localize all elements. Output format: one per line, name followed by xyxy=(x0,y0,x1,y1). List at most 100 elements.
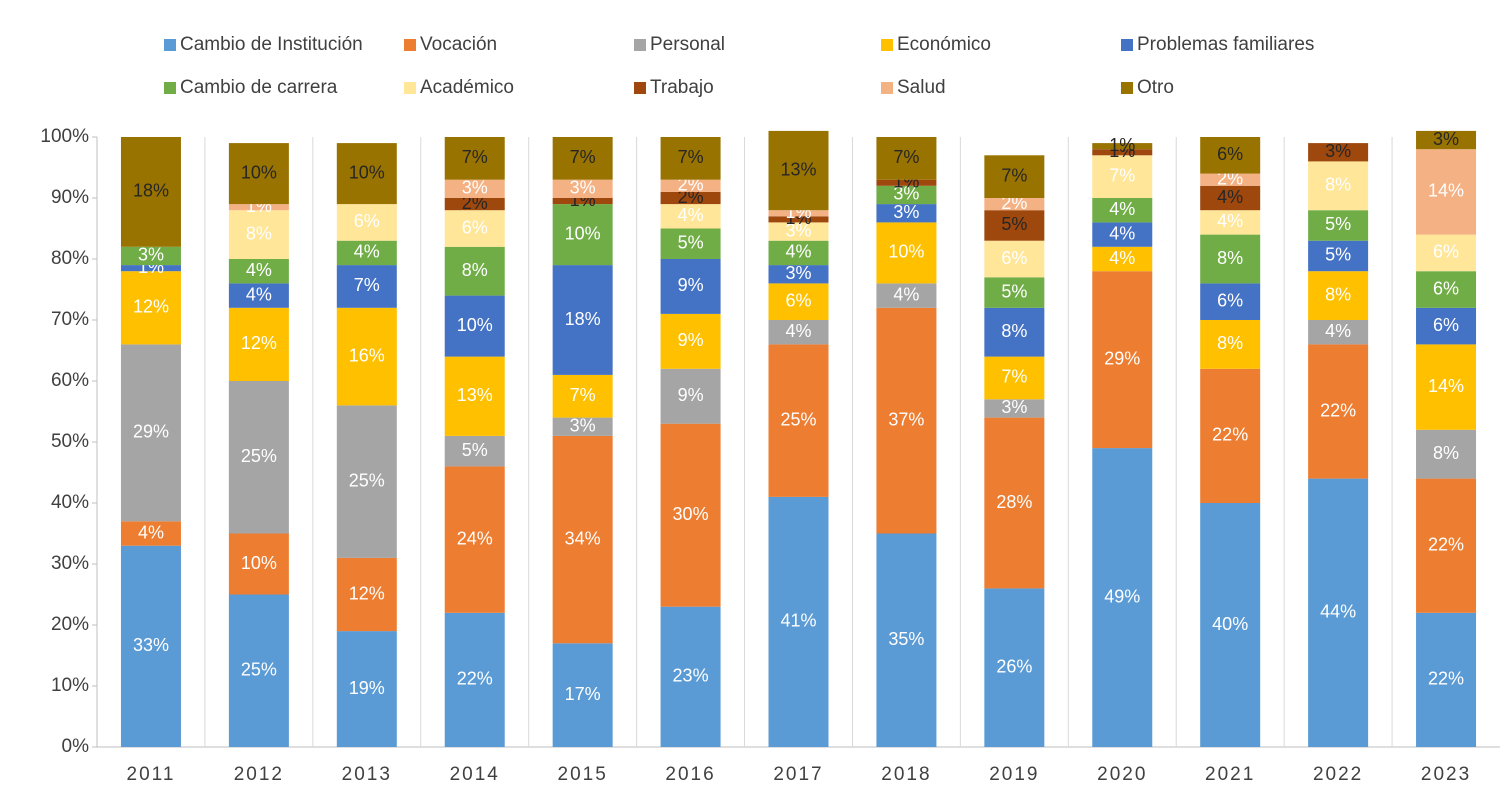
bar-segment xyxy=(1200,503,1261,747)
x-tick-label: 2020 xyxy=(1097,764,1147,785)
bar-segment xyxy=(120,265,181,272)
bar-segment xyxy=(336,631,397,747)
legend-swatch xyxy=(881,39,893,51)
data-label: 4% xyxy=(785,321,811,341)
x-tick-label: 2022 xyxy=(1313,764,1363,785)
legend-swatch xyxy=(634,39,646,51)
data-label: 25% xyxy=(241,660,277,680)
bar-segment xyxy=(1200,234,1261,284)
bar-segment xyxy=(984,198,1045,211)
bar-segment xyxy=(444,210,505,247)
data-label: 8% xyxy=(462,260,488,280)
data-label: 18% xyxy=(565,309,601,329)
data-label: 7% xyxy=(354,275,380,295)
bar-segment xyxy=(768,283,829,320)
bar-segment xyxy=(1092,149,1153,156)
data-label: 3% xyxy=(785,220,811,240)
y-tick-label: 20% xyxy=(51,614,89,635)
bar-segment xyxy=(660,368,721,424)
bar-segment xyxy=(1308,210,1369,241)
data-label: 8% xyxy=(246,223,272,243)
data-label: 6% xyxy=(1433,242,1459,262)
bar-segment xyxy=(1200,185,1261,211)
bar-segment xyxy=(984,277,1045,308)
data-label: 29% xyxy=(133,422,169,442)
data-label: 5% xyxy=(1325,245,1351,265)
bar-segment xyxy=(1416,344,1477,430)
data-label: 13% xyxy=(780,159,816,179)
bar-segment xyxy=(552,179,613,198)
bar-segment xyxy=(1416,149,1477,235)
bar-segment xyxy=(1308,240,1369,272)
bar-segment xyxy=(984,356,1045,400)
data-label: 9% xyxy=(678,330,704,350)
legend-label: Otro xyxy=(1137,77,1174,98)
bar-segment xyxy=(228,143,289,205)
bar-segment xyxy=(984,155,1045,198)
bar-segment xyxy=(1092,448,1153,747)
data-label: 4% xyxy=(246,260,272,280)
bar-segment xyxy=(1416,234,1477,272)
data-label: 6% xyxy=(785,290,811,310)
data-label: 25% xyxy=(349,470,385,490)
data-label: 5% xyxy=(462,440,488,460)
bar-segment xyxy=(876,533,937,747)
legend-label: Personal xyxy=(650,34,725,55)
data-label: 5% xyxy=(1325,214,1351,234)
x-tick-label: 2021 xyxy=(1205,764,1255,785)
bar-segment xyxy=(768,216,829,223)
bar-segment xyxy=(444,137,505,180)
bar-segment xyxy=(444,179,505,198)
bar-segment xyxy=(660,313,721,369)
data-label: 30% xyxy=(673,504,709,524)
bar-segment xyxy=(984,588,1045,747)
data-label: 8% xyxy=(1217,248,1243,268)
bar-segment xyxy=(984,399,1045,418)
data-label: 33% xyxy=(133,635,169,655)
data-label: 14% xyxy=(1428,376,1464,396)
data-label: 7% xyxy=(1001,367,1027,387)
data-label: 6% xyxy=(1001,248,1027,268)
bar-segment xyxy=(552,417,613,436)
bar-segment xyxy=(660,137,721,180)
bar-segment xyxy=(1416,612,1477,747)
data-label: 8% xyxy=(1325,284,1351,304)
data-label: 3% xyxy=(138,245,164,265)
bar-segment xyxy=(228,594,289,747)
data-label: 9% xyxy=(678,275,704,295)
bar-segment xyxy=(1092,198,1153,223)
data-label: 3% xyxy=(1325,141,1351,161)
legend-label: Cambio de carrera xyxy=(180,77,338,98)
bar-segment xyxy=(228,283,289,308)
data-label: 29% xyxy=(1104,348,1140,368)
bar-segment xyxy=(768,130,829,211)
data-label: 3% xyxy=(462,178,488,198)
bar-segment xyxy=(768,222,829,241)
data-label: 14% xyxy=(1428,181,1464,201)
data-label: 7% xyxy=(570,385,596,405)
data-label: 3% xyxy=(893,202,919,222)
bar-segment xyxy=(660,259,721,314)
data-label: 41% xyxy=(780,611,816,631)
y-tick-label: 30% xyxy=(51,553,89,574)
data-label: 6% xyxy=(1433,315,1459,335)
bar-segment xyxy=(120,545,181,747)
x-tick-label: 2019 xyxy=(989,764,1039,785)
bar-segment xyxy=(444,435,505,467)
bar-segment xyxy=(228,210,289,259)
x-tick-label: 2014 xyxy=(450,764,500,785)
data-label: 7% xyxy=(678,147,704,167)
legend-label: Académico xyxy=(420,77,514,98)
bar-segment xyxy=(660,606,721,747)
data-label: 40% xyxy=(1212,614,1248,634)
bar-segment xyxy=(876,185,937,205)
bar-segment xyxy=(1308,143,1369,162)
bar-segment xyxy=(228,204,289,211)
data-label: 25% xyxy=(780,409,816,429)
data-label: 28% xyxy=(996,492,1032,512)
data-label: 4% xyxy=(1325,321,1351,341)
data-label: 3% xyxy=(893,184,919,204)
bar-segment xyxy=(876,307,937,534)
data-label: 25% xyxy=(241,446,277,466)
bar-segment xyxy=(1092,246,1153,272)
